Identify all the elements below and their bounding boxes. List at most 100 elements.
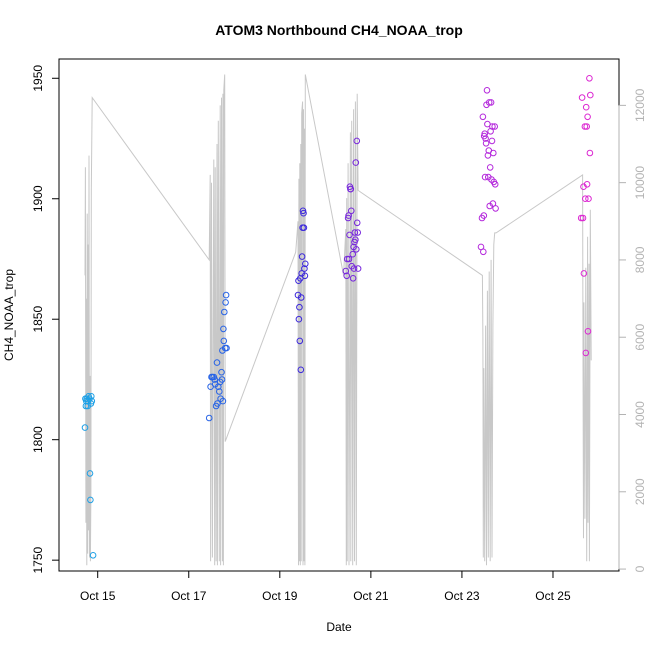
- data-point: [300, 224, 308, 231]
- data-point: [586, 75, 593, 82]
- data-point: [482, 140, 490, 147]
- data-point: [488, 137, 496, 145]
- right-tick-label: 10000: [633, 166, 647, 200]
- data-point: [354, 229, 362, 236]
- x-axis-label: Date: [326, 620, 352, 634]
- data-point: [222, 299, 229, 306]
- right-altitude-axis: 0 2000 4000 6000 8000 10000 12000: [618, 88, 647, 572]
- data-point: [580, 270, 588, 277]
- right-tick-label: 12000: [633, 88, 647, 122]
- right-tick-label: 2000: [633, 478, 647, 505]
- series-6: [577, 75, 594, 357]
- data-point: [343, 272, 351, 280]
- x-tick-label: Oct 25: [535, 589, 571, 603]
- data-point: [490, 149, 497, 157]
- x-axis: Oct 15 Oct 17 Oct 19 Oct 21 Oct 23 Oct 25: [80, 570, 571, 603]
- series-5: [477, 87, 499, 256]
- data-point: [88, 393, 95, 400]
- data-point: [584, 328, 592, 335]
- series-4: [342, 137, 362, 282]
- data-point: [349, 275, 357, 282]
- data-point: [345, 212, 352, 219]
- data-point: [220, 337, 228, 345]
- y-tick-label: 1950: [31, 65, 45, 92]
- x-tick-label: Oct 19: [262, 589, 298, 603]
- data-point: [88, 397, 96, 405]
- y-axis: 1750 1800 1850 1900 1950: [31, 65, 60, 574]
- data-point: [583, 181, 591, 188]
- data-point: [578, 94, 586, 101]
- data-point: [492, 205, 499, 212]
- data-point: [296, 337, 304, 345]
- data-point: [295, 315, 303, 323]
- altitude-line-layer: [84, 74, 592, 566]
- data-point: [485, 99, 493, 106]
- data-point: [297, 366, 305, 374]
- data-point: [347, 185, 355, 193]
- y-tick-label: 1800: [31, 426, 45, 453]
- data-point: [481, 130, 489, 137]
- data-point: [344, 214, 352, 222]
- data-point: [587, 91, 594, 99]
- x-tick-label: Oct 15: [80, 589, 116, 603]
- data-point: [584, 113, 591, 121]
- data-point: [86, 470, 94, 477]
- series-1: [81, 393, 97, 559]
- data-point: [301, 265, 308, 272]
- data-point: [353, 246, 360, 253]
- data-point: [486, 164, 494, 171]
- data-point: [87, 496, 94, 504]
- data-point: [489, 123, 496, 130]
- data-point: [298, 253, 306, 260]
- data-point: [352, 159, 360, 166]
- y-tick-label: 1750: [31, 546, 45, 573]
- data-point: [299, 207, 307, 215]
- series-2: [205, 291, 230, 422]
- data-point: [81, 424, 89, 431]
- data-point: [220, 325, 227, 333]
- data-point: [214, 400, 221, 407]
- data-point: [577, 214, 585, 222]
- data-point: [297, 294, 305, 301]
- data-point: [480, 248, 487, 256]
- data-point: [218, 376, 226, 383]
- data-point: [483, 87, 491, 94]
- right-tick-label: 4000: [633, 401, 647, 428]
- data-point: [586, 149, 594, 157]
- data-point: [343, 255, 351, 263]
- data-point: [89, 552, 97, 559]
- data-point: [213, 359, 221, 366]
- data-point: [296, 303, 303, 311]
- data-point: [219, 397, 227, 405]
- data-point: [346, 231, 353, 239]
- data-point: [583, 123, 591, 130]
- data-point: [301, 272, 309, 280]
- right-tick-label: 6000: [633, 324, 647, 351]
- data-point: [491, 123, 499, 130]
- data-points-layer: [81, 75, 594, 559]
- y-tick-label: 1850: [31, 306, 45, 333]
- data-point: [581, 123, 589, 130]
- data-point: [352, 236, 359, 243]
- data-point: [484, 152, 492, 159]
- data-point: [222, 291, 230, 299]
- data-point: [345, 255, 353, 263]
- data-point: [481, 173, 489, 181]
- data-point: [348, 207, 355, 215]
- series-3: [294, 207, 309, 374]
- right-tick-label: 8000: [633, 246, 647, 273]
- data-point: [582, 103, 590, 111]
- data-point: [211, 376, 218, 383]
- data-point: [479, 113, 487, 121]
- x-tick-label: Oct 17: [171, 589, 207, 603]
- data-point: [582, 195, 589, 202]
- y-tick-label: 1900: [31, 185, 45, 212]
- altitude-line: [84, 74, 592, 566]
- data-point: [351, 229, 359, 236]
- x-tick-label: Oct 21: [353, 589, 389, 603]
- data-point: [582, 349, 590, 357]
- data-point: [579, 214, 587, 222]
- chart-title: ATOM3 Northbound CH4_NOAA_trop: [215, 22, 463, 38]
- data-point: [350, 265, 358, 272]
